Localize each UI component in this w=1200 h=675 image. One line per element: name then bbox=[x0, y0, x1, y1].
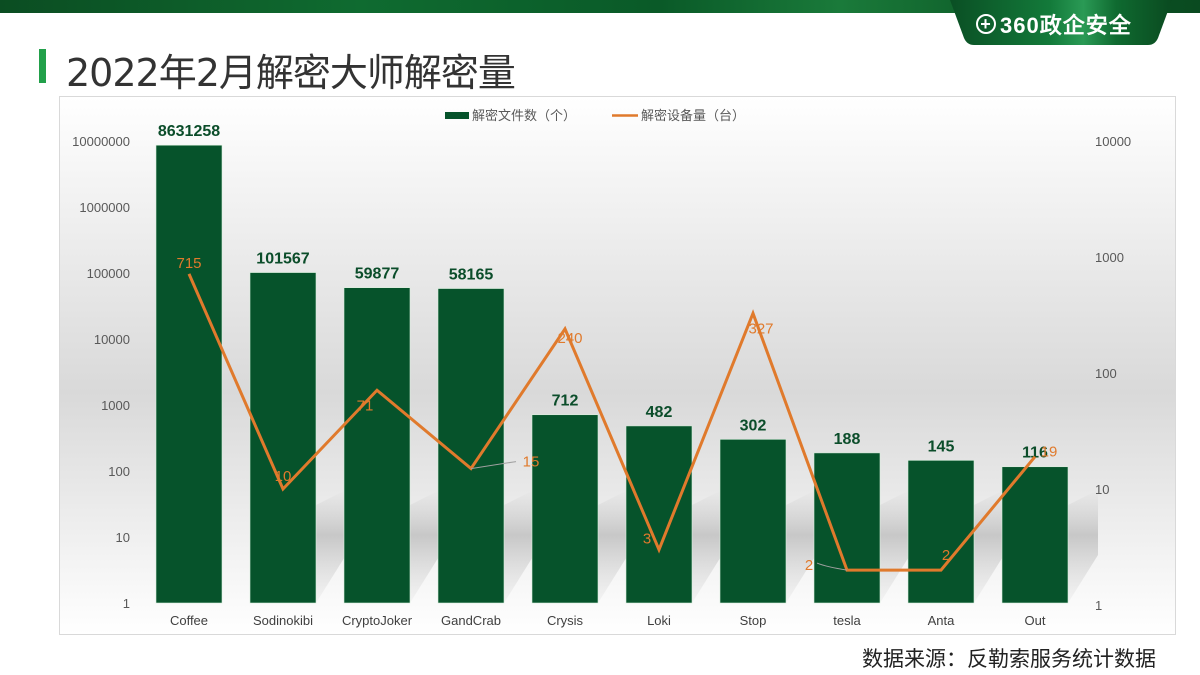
title-accent-bar bbox=[39, 49, 46, 83]
right-axis-tick: 10000 bbox=[1095, 134, 1131, 149]
left-axis-tick: 10 bbox=[116, 530, 130, 545]
brand-tab bbox=[950, 0, 1172, 45]
left-axis-tick: 100000 bbox=[87, 266, 130, 281]
bar-value-label: 116 bbox=[1022, 445, 1048, 462]
line-value-label: 3 bbox=[643, 531, 651, 548]
line-value-label: 19 bbox=[1041, 444, 1058, 461]
device-count-line bbox=[187, 273, 1037, 572]
line-value-label: 2 bbox=[805, 557, 813, 574]
bar-value-label: 8631258 bbox=[158, 123, 220, 140]
top-banner bbox=[0, 0, 1200, 13]
bar-anta bbox=[907, 460, 975, 604]
right-axis-tick: 10 bbox=[1095, 482, 1109, 497]
x-axis-label: tesla bbox=[833, 613, 861, 628]
chart-legend: 解密文件数（个） 解密设备量（台） bbox=[445, 108, 745, 123]
bar-value-label: 59877 bbox=[355, 266, 400, 283]
bar-value-label: 58165 bbox=[449, 267, 494, 284]
x-axis-labels: Coffee Sodinokibi CryptoJoker GandCrab Crysi… bbox=[170, 613, 1046, 628]
bar-value-label: 712 bbox=[552, 393, 579, 410]
page-title: 2022年2月解密大师解密量 bbox=[66, 51, 516, 95]
x-axis-label: Crysis bbox=[547, 613, 584, 628]
legend-label-files: 解密文件数（个） bbox=[472, 108, 576, 123]
bar-value-label: 302 bbox=[740, 417, 767, 434]
bar-value-label: 101567 bbox=[256, 251, 309, 268]
left-axis-tick: 1000 bbox=[101, 398, 130, 413]
x-axis-label: Sodinokibi bbox=[253, 613, 313, 628]
right-axis-tick: 1 bbox=[1095, 598, 1102, 613]
x-axis-label: GandCrab bbox=[441, 613, 501, 628]
bar-out bbox=[1001, 466, 1069, 604]
right-y-axis: 10000 1000 100 10 1 bbox=[1095, 134, 1131, 613]
left-axis-tick: 10000 bbox=[94, 332, 130, 347]
line-value-label: 240 bbox=[557, 330, 582, 347]
bar-stop bbox=[719, 439, 787, 604]
line-value-label: 71 bbox=[357, 397, 374, 414]
bar-value-label: 145 bbox=[928, 438, 955, 455]
x-axis-label: Out bbox=[1025, 613, 1046, 628]
x-axis-label: CryptoJoker bbox=[342, 613, 413, 628]
left-axis-tick: 100 bbox=[108, 464, 130, 479]
left-y-axis: 10000000 1000000 100000 10000 1000 100 10 1 bbox=[72, 134, 130, 611]
bar-tesla bbox=[813, 452, 881, 604]
line-series: 715 10 71 15 240 3 327 2 2 19 bbox=[176, 255, 1057, 574]
x-axis-label: Coffee bbox=[170, 613, 208, 628]
line-value-label: 327 bbox=[748, 320, 773, 337]
x-axis-label: Loki bbox=[647, 613, 671, 628]
right-axis-tick: 100 bbox=[1095, 366, 1117, 381]
bar-value-label: 188 bbox=[834, 431, 861, 448]
legend-label-devices: 解密设备量（台） bbox=[641, 108, 745, 123]
plus-circle-icon: + bbox=[976, 14, 996, 34]
bar-value-label: 482 bbox=[646, 404, 673, 421]
legend-swatch-bar bbox=[445, 112, 469, 119]
line-value-label: 715 bbox=[176, 255, 201, 272]
x-axis-label: Anta bbox=[928, 613, 956, 628]
bar-cryptojoker bbox=[343, 287, 411, 604]
right-axis-tick: 1000 bbox=[1095, 250, 1124, 265]
x-axis-label: Stop bbox=[740, 613, 767, 628]
left-axis-tick: 10000000 bbox=[72, 134, 130, 149]
bar-crysis bbox=[531, 414, 599, 604]
line-value-label: 15 bbox=[523, 454, 540, 471]
data-source-note: 数据来源：反勒索服务统计数据 bbox=[862, 647, 1156, 671]
bar-shadows bbox=[316, 490, 1098, 603]
bar-loki bbox=[625, 425, 693, 604]
left-axis-tick: 1 bbox=[123, 596, 130, 611]
bar-gandcrab bbox=[437, 288, 505, 604]
line-value-label: 10 bbox=[275, 468, 292, 485]
bar-coffee bbox=[155, 144, 223, 604]
brand-logo: + 360政企安全 bbox=[976, 8, 1132, 40]
left-axis-tick: 1000000 bbox=[79, 200, 130, 215]
line-value-label: 2 bbox=[942, 547, 950, 564]
brand-name: 360政企安全 bbox=[1000, 13, 1132, 38]
